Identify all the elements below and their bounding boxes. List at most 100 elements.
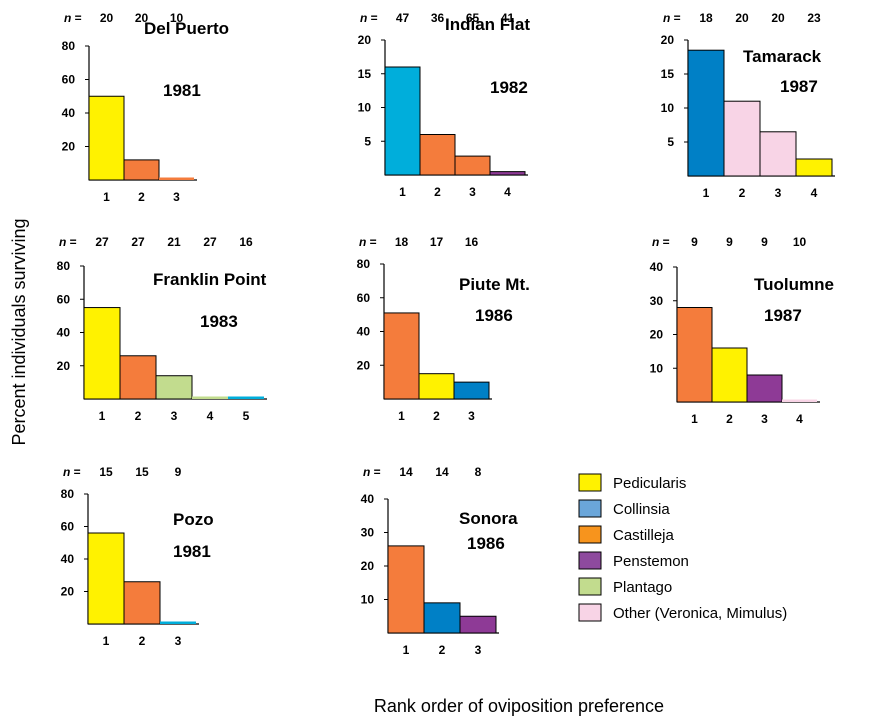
x-tick-label: 1 — [691, 412, 698, 426]
n-count-label: 20 — [735, 11, 749, 25]
bar — [782, 399, 817, 402]
n-prefix-label: n = — [359, 235, 377, 249]
bar — [88, 95, 125, 181]
y-tick-label: 20 — [661, 33, 675, 47]
panel-year: 1987 — [764, 306, 802, 325]
x-tick-label: 3 — [761, 412, 768, 426]
n-count-label: 23 — [807, 11, 821, 25]
panel-year: 1987 — [780, 77, 818, 96]
legend-swatch — [578, 525, 602, 544]
n-count-label: 27 — [131, 235, 145, 249]
n-count-label: 8 — [475, 465, 482, 479]
panel-title: Tuolumne — [754, 275, 834, 294]
n-count-label: 27 — [95, 235, 109, 249]
x-tick-label: 2 — [135, 409, 142, 423]
panel-year: 1981 — [163, 81, 201, 100]
y-tick-label: 20 — [358, 33, 372, 47]
x-tick-label: 1 — [703, 186, 710, 200]
legend-swatch — [578, 551, 602, 570]
n-count-label: 18 — [395, 235, 409, 249]
n-prefix-label: n = — [59, 235, 77, 249]
x-tick-label: 3 — [775, 186, 782, 200]
n-count-label: 18 — [699, 11, 713, 25]
y-tick-label: 80 — [57, 259, 71, 273]
x-tick-label: 1 — [399, 185, 406, 199]
n-count-label: 41 — [501, 11, 515, 25]
n-count-label: 36 — [431, 11, 445, 25]
n-prefix-label: n = — [363, 465, 381, 479]
panel-title: Franklin Point — [153, 270, 267, 289]
y-tick-label: 40 — [61, 552, 75, 566]
y-tick-label: 20 — [357, 358, 371, 372]
x-tick-label: 2 — [739, 186, 746, 200]
bar — [123, 159, 160, 181]
x-tick-label: 4 — [504, 185, 511, 199]
panel-year: 1982 — [490, 78, 528, 97]
y-tick-label: 80 — [357, 257, 371, 271]
y-tick-label: 20 — [62, 140, 76, 154]
n-count-label: 10 — [793, 235, 807, 249]
n-count-label: 27 — [203, 235, 217, 249]
n-count-label: 16 — [239, 235, 253, 249]
x-tick-label: 3 — [475, 643, 482, 657]
y-tick-label: 20 — [361, 559, 375, 573]
x-tick-label: 2 — [439, 643, 446, 657]
bar — [676, 307, 713, 403]
y-tick-label: 20 — [61, 585, 75, 599]
x-tick-label: 1 — [398, 409, 405, 423]
panel-title: Indian Flat — [445, 15, 530, 34]
legend-swatch — [578, 499, 602, 518]
legend-label: Other (Veronica, Mimulus) — [613, 605, 787, 622]
bar — [423, 602, 461, 634]
bar — [489, 171, 526, 176]
x-tick-label: 5 — [243, 409, 250, 423]
n-count-label: 14 — [435, 465, 449, 479]
n-count-label: 10 — [170, 11, 184, 25]
bar — [155, 375, 193, 400]
n-count-label: 20 — [135, 11, 149, 25]
bar — [228, 396, 264, 399]
x-tick-label: 4 — [796, 412, 803, 426]
chart-panel: 10 20 30 40 1 2 3 n = 14 14 8 Sonora 1986 — [361, 465, 518, 657]
n-count-label: 14 — [399, 465, 413, 479]
y-tick-label: 60 — [61, 520, 75, 534]
y-tick-label: 20 — [57, 359, 71, 373]
y-tick-label: 15 — [661, 67, 675, 81]
chart-panel: 10 20 30 40 1 2 3 4 n = 9 9 9 10 Tuolumne 1987 — [650, 235, 834, 426]
y-tick-label: 10 — [361, 593, 375, 607]
legend-swatch — [578, 603, 602, 622]
n-count-label: 16 — [465, 235, 479, 249]
x-tick-label: 2 — [726, 412, 733, 426]
x-tick-label: 1 — [99, 409, 106, 423]
n-count-label: 65 — [466, 11, 480, 25]
x-tick-label: 1 — [103, 190, 110, 204]
panel-title: Sonora — [459, 509, 518, 528]
x-axis-title: Rank order of oviposition preference — [374, 696, 664, 716]
bar — [687, 49, 725, 177]
n-count-label: 9 — [175, 465, 182, 479]
panel-year: 1983 — [200, 312, 238, 331]
n-count-label: 17 — [430, 235, 444, 249]
bar — [87, 532, 125, 625]
x-tick-label: 4 — [811, 186, 818, 200]
panel-title: Piute Mt. — [459, 275, 530, 294]
bar — [795, 158, 833, 177]
x-tick-label: 1 — [403, 643, 410, 657]
n-count-label: 20 — [100, 11, 114, 25]
chart-panel: 20 40 60 80 1 2 3 4 5 n = 27 27 21 27 16 Franklin Point… — [57, 235, 267, 423]
bar — [119, 355, 157, 400]
panel-year: 1986 — [467, 534, 505, 553]
panel-year: 1981 — [173, 542, 211, 561]
bar — [83, 307, 121, 400]
n-prefix-label: n = — [360, 11, 378, 25]
bar — [159, 177, 194, 180]
bar — [383, 312, 420, 400]
bar — [387, 545, 425, 634]
x-tick-label: 4 — [207, 409, 214, 423]
panel-title: Pozo — [173, 510, 214, 529]
legend-label: Collinsia — [613, 501, 670, 518]
